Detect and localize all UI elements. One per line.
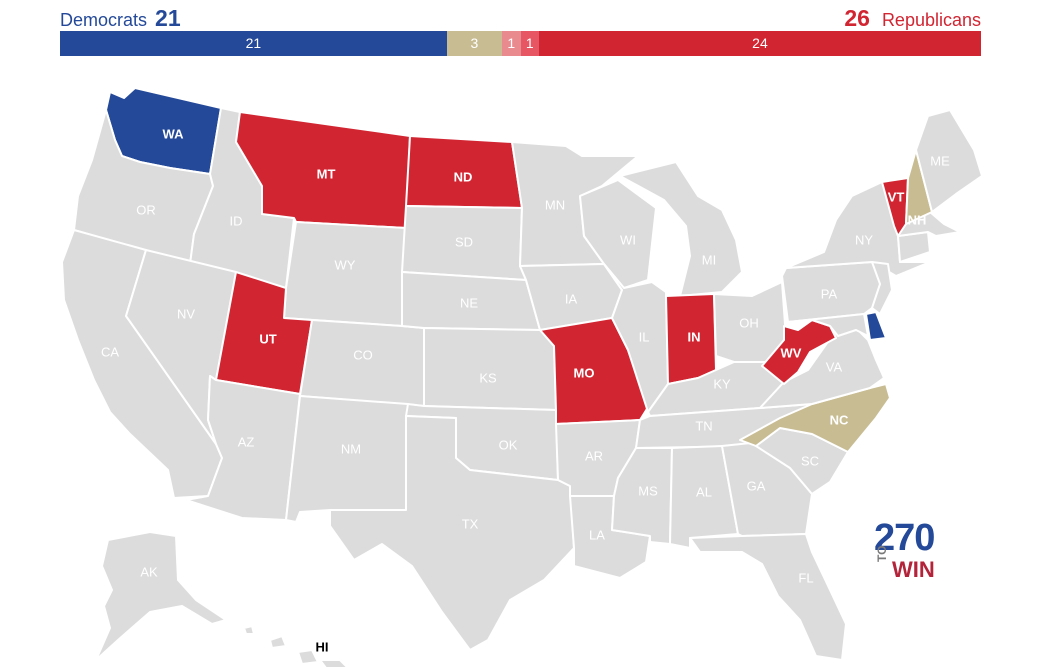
label-mn: MN bbox=[545, 197, 565, 212]
label-nd: ND bbox=[454, 169, 473, 184]
state-nc[interactable] bbox=[739, 383, 891, 453]
state-ak[interactable] bbox=[95, 531, 227, 661]
state-hi[interactable] bbox=[243, 625, 349, 669]
label-nv: NV bbox=[177, 306, 195, 321]
state-wy[interactable] bbox=[283, 221, 407, 327]
label-ne: NE bbox=[460, 295, 478, 310]
label-va: VA bbox=[826, 359, 843, 374]
state-wi[interactable] bbox=[579, 179, 657, 289]
logo-to: TO bbox=[875, 545, 889, 562]
label-ga: GA bbox=[747, 478, 766, 493]
logo-win: WIN bbox=[892, 557, 935, 582]
label-ks: KS bbox=[479, 370, 497, 385]
label-id: ID bbox=[230, 213, 243, 228]
democrats-label: Democrats bbox=[60, 10, 148, 30]
label-ut: UT bbox=[259, 331, 276, 346]
label-me: ME bbox=[930, 153, 950, 168]
label-wv: WV bbox=[781, 345, 802, 360]
state-de[interactable] bbox=[865, 311, 887, 341]
label-or: OR bbox=[136, 202, 156, 217]
state-tx[interactable] bbox=[329, 415, 575, 651]
bar-segment: 1 bbox=[502, 31, 521, 56]
label-ms: MS bbox=[638, 483, 658, 498]
label-fl: FL bbox=[798, 570, 813, 585]
label-sc: SC bbox=[801, 453, 819, 468]
label-tx: TX bbox=[462, 516, 479, 531]
label-ca: CA bbox=[101, 344, 119, 359]
bar-segment: 24 bbox=[538, 31, 981, 56]
logo-number: 270 bbox=[874, 517, 935, 559]
bar-segment: 3 bbox=[446, 31, 503, 56]
label-pa: PA bbox=[821, 286, 838, 301]
bar-segment: 21 bbox=[60, 31, 447, 56]
label-ar: AR bbox=[585, 448, 603, 463]
label-il: IL bbox=[639, 329, 650, 344]
label-al: AL bbox=[696, 484, 712, 499]
label-mo: MO bbox=[574, 365, 595, 380]
label-tn: TN bbox=[695, 418, 712, 433]
label-la: LA bbox=[589, 527, 605, 542]
label-ok: OK bbox=[499, 437, 518, 452]
label-oh: OH bbox=[739, 315, 759, 330]
label-ak: AK bbox=[140, 564, 158, 579]
state-fl[interactable] bbox=[689, 533, 847, 661]
label-nc: NC bbox=[830, 412, 849, 427]
label-ny: NY bbox=[855, 232, 873, 247]
state-md[interactable] bbox=[787, 313, 869, 337]
bar-segment: 1 bbox=[520, 31, 539, 56]
state-nm[interactable] bbox=[285, 395, 409, 523]
state-vt[interactable] bbox=[881, 177, 909, 237]
democrats-count: 21 bbox=[155, 5, 181, 31]
state-mi[interactable] bbox=[619, 161, 743, 297]
state-nj[interactable] bbox=[871, 261, 893, 315]
state-me[interactable] bbox=[915, 109, 983, 213]
label-nh: NH bbox=[908, 212, 927, 227]
label-ky: KY bbox=[713, 376, 731, 391]
republicans-label: Republicans bbox=[881, 10, 981, 30]
label-ia: IA bbox=[565, 291, 578, 306]
label-in: IN bbox=[688, 329, 701, 344]
label-mt: MT bbox=[317, 166, 336, 181]
header: Democrats 21 26 Republicans bbox=[60, 4, 981, 32]
label-co: CO bbox=[353, 347, 373, 362]
270towin-logo[interactable]: 270 TO WIN bbox=[872, 518, 944, 584]
state-labels: WA OR CA ID NV MT WY UT AZ CO NM ND SD N… bbox=[101, 126, 950, 654]
label-nm: NM bbox=[341, 441, 361, 456]
label-mi: MI bbox=[702, 252, 716, 267]
label-hi: HI bbox=[316, 639, 329, 654]
state-va[interactable] bbox=[759, 321, 885, 409]
label-wi: WI bbox=[620, 232, 636, 247]
state-ct[interactable] bbox=[897, 231, 931, 263]
label-wa: WA bbox=[163, 126, 185, 141]
state-ks[interactable] bbox=[423, 327, 557, 411]
label-sd: SD bbox=[455, 234, 473, 249]
republicans-count: 26 bbox=[844, 5, 870, 31]
label-wy: WY bbox=[335, 257, 356, 272]
seat-balance-bar: 21 3 1 1 24 bbox=[60, 31, 981, 56]
state-co[interactable] bbox=[299, 319, 425, 407]
us-map: WA OR CA ID NV MT WY UT AZ CO NM ND SD N… bbox=[61, 87, 983, 669]
democrats-tally: Democrats 21 bbox=[60, 4, 181, 34]
label-vt: VT bbox=[888, 189, 905, 204]
republicans-tally: 26 Republicans bbox=[844, 4, 981, 34]
label-az: AZ bbox=[238, 434, 255, 449]
